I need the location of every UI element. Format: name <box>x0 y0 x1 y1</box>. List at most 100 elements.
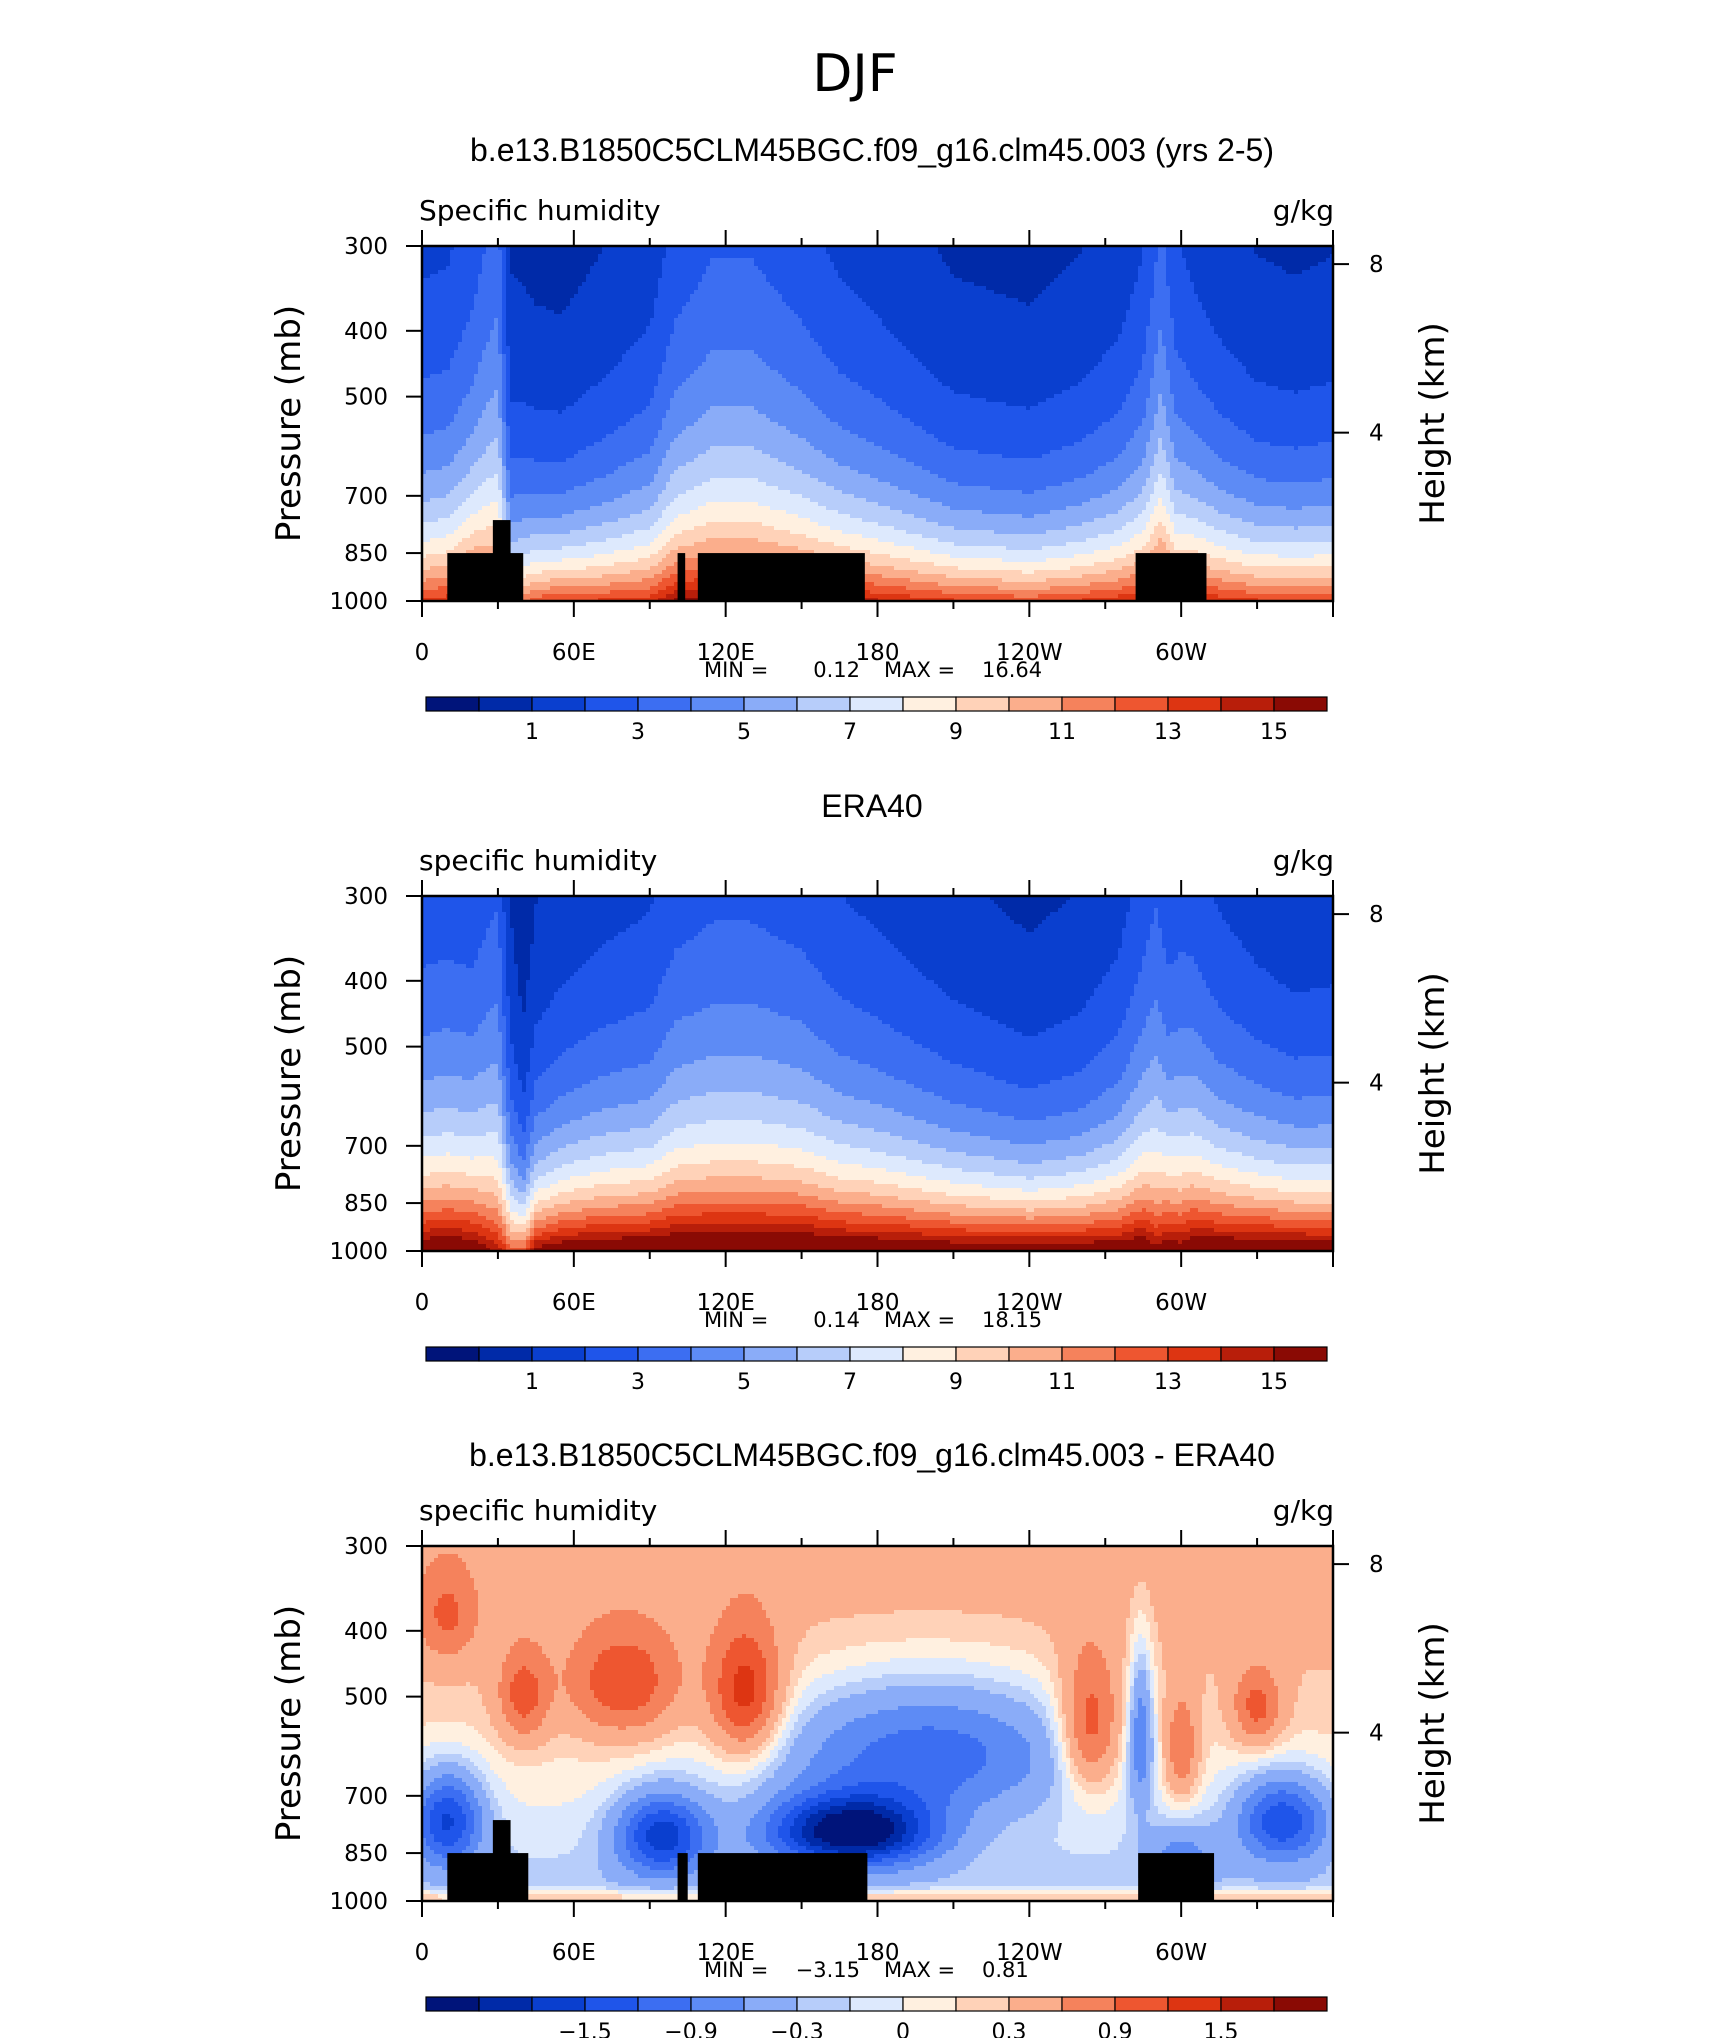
colorbar-box <box>532 1997 585 2011</box>
x-tick-label: 0 <box>415 1940 430 1966</box>
colorbar-box <box>903 697 956 711</box>
colorbar-label: 1.5 <box>1204 2020 1239 2038</box>
left-string: specific humidity <box>419 1494 657 1527</box>
land-mask <box>698 1853 868 1901</box>
min-value: −3.15 <box>796 1958 860 1982</box>
panel-1: 0 60E 120E 180 120W 60W300400500700850100084P… <box>269 194 1453 745</box>
colorbar-box <box>426 697 479 711</box>
land-mask <box>493 520 511 601</box>
right-tick-label: 4 <box>1369 1721 1384 1747</box>
colorbar-box <box>744 1347 797 1361</box>
colorbar-box <box>1009 1997 1062 2011</box>
colorbar-label: 7 <box>843 720 857 745</box>
right-tick-label: 4 <box>1369 421 1384 447</box>
colorbar-box <box>585 1997 638 2011</box>
colorbar-label: 3 <box>631 720 645 745</box>
y-tick-label: 1000 <box>329 589 388 615</box>
y-tick-label: 1000 <box>329 1239 388 1265</box>
y-tick-label: 700 <box>344 1784 388 1810</box>
x-tick-label: 60W <box>1155 1940 1207 1966</box>
colorbar-label: 9 <box>949 1370 963 1395</box>
colorbar-box <box>638 697 691 711</box>
colorbar-box <box>956 697 1009 711</box>
max-value: 16.64 <box>982 658 1042 682</box>
contour-field <box>422 246 1333 601</box>
right-tick-label: 4 <box>1369 1071 1384 1097</box>
x-tick-label: 60E <box>552 640 596 666</box>
colorbar-label: 15 <box>1260 720 1288 745</box>
min-label: MIN = <box>704 1308 768 1332</box>
min-label: MIN = <box>704 1958 768 1982</box>
colorbar-label: 1 <box>525 720 539 745</box>
y-tick-label: 850 <box>344 1841 388 1867</box>
x-tick-label: 60W <box>1155 640 1207 666</box>
colorbar-label: 13 <box>1154 720 1182 745</box>
y-tick-label: 500 <box>344 1685 388 1711</box>
colorbar-label: 1 <box>525 1370 539 1395</box>
colorbar-box <box>1168 1997 1221 2011</box>
colorbar-box <box>1115 697 1168 711</box>
colorbar-box <box>479 1997 532 2011</box>
colorbar-box <box>426 1997 479 2011</box>
left-string: Specific humidity <box>419 194 661 227</box>
colorbar-box <box>1221 697 1274 711</box>
left-string: specific humidity <box>419 844 657 877</box>
y-tick-label: 1000 <box>329 1889 388 1915</box>
colorbar-label: −0.3 <box>770 2020 823 2038</box>
max-value: 0.81 <box>982 1958 1029 1982</box>
x-tick-label: 60E <box>552 1940 596 1966</box>
colorbar-label: 5 <box>737 1370 751 1395</box>
colorbar-box <box>1009 697 1062 711</box>
colorbar-box <box>638 1997 691 2011</box>
colorbar-label: 7 <box>843 1370 857 1395</box>
colorbar-label: 0.3 <box>992 2020 1027 2038</box>
colorbar-box <box>691 1997 744 2011</box>
right-string: g/kg <box>1273 844 1334 877</box>
max-label: MAX = <box>884 1958 955 1982</box>
colorbar-box <box>585 1347 638 1361</box>
colorbar-box <box>744 697 797 711</box>
right-axis-label: Height (km) <box>1413 1622 1453 1825</box>
colorbar-box <box>850 1997 903 2011</box>
colorbar-box <box>691 697 744 711</box>
colorbar-box <box>1062 1347 1115 1361</box>
colorbar-box <box>797 1347 850 1361</box>
colorbar-label: 0.9 <box>1098 2020 1133 2038</box>
max-value: 18.15 <box>982 1308 1042 1332</box>
land-mask <box>447 553 523 601</box>
colorbar-box <box>1009 1347 1062 1361</box>
y-tick-label: 850 <box>344 1191 388 1217</box>
colorbar-label: 13 <box>1154 1370 1182 1395</box>
colorbar-box <box>585 697 638 711</box>
x-tick-label: 0 <box>415 640 430 666</box>
min-value: 0.14 <box>813 1308 860 1332</box>
colorbar-box <box>903 1347 956 1361</box>
colorbar-label: 11 <box>1048 1370 1076 1395</box>
colorbar-label: 3 <box>631 1370 645 1395</box>
y-axis-label: Pressure (mb) <box>269 305 309 542</box>
colorbar-label: 15 <box>1260 1370 1288 1395</box>
x-tick-label: 0 <box>415 1290 430 1316</box>
colorbar-box <box>850 697 903 711</box>
right-tick-label: 8 <box>1369 902 1384 928</box>
x-tick-label: 60E <box>552 1290 596 1316</box>
y-tick-label: 700 <box>344 484 388 510</box>
panel-2: 0 60E 120E 180 120W 60W300400500700850100084P… <box>269 844 1453 1395</box>
land-mask <box>678 553 686 601</box>
land-mask <box>698 553 865 601</box>
colorbar-box <box>1274 697 1327 711</box>
right-tick-label: 8 <box>1369 252 1384 278</box>
colorbar-box <box>1062 697 1115 711</box>
colorbar-label: −1.5 <box>558 2020 611 2038</box>
colorbar-box <box>1168 697 1221 711</box>
y-tick-label: 300 <box>344 234 388 260</box>
colorbar-box <box>1221 1347 1274 1361</box>
land-mask <box>678 1853 688 1901</box>
colorbar-label: 11 <box>1048 720 1076 745</box>
colorbar-box <box>744 1997 797 2011</box>
colorbar-box <box>532 697 585 711</box>
colorbar-box <box>691 1347 744 1361</box>
colorbar-box <box>426 1347 479 1361</box>
right-tick-label: 8 <box>1369 1552 1384 1578</box>
